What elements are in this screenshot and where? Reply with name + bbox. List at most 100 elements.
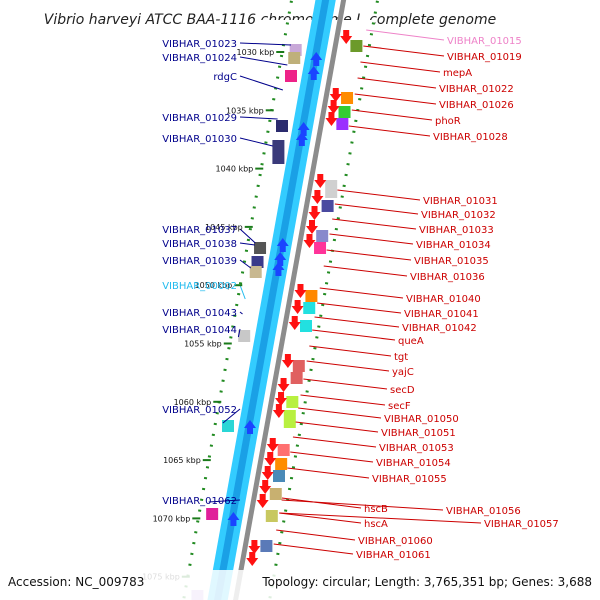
reverse-gene-block	[316, 230, 329, 242]
right-gene-label: VIBHAR_01028	[433, 132, 508, 143]
reverse-arrow	[325, 112, 338, 126]
forward-gene-block	[254, 242, 267, 254]
reverse-arrow	[246, 552, 259, 566]
left-gene-label: rdgC	[213, 72, 237, 83]
tick-label: 1055 kbp	[184, 340, 222, 349]
left-gene-label: VIBHAR_01030	[162, 134, 237, 145]
leader-line	[309, 345, 392, 357]
leader-line	[354, 93, 437, 105]
right-gene-label: yajC	[392, 367, 414, 378]
left-gene-label: VIBHAR_01044	[162, 325, 237, 336]
leader-line	[317, 302, 402, 314]
leader-line	[306, 360, 390, 372]
left-gene-label: VIBHAR_01052	[162, 405, 237, 416]
reverse-gene-block	[314, 242, 327, 254]
leader-line	[366, 29, 445, 41]
leader-line	[279, 512, 482, 524]
left-gene-label: VIBHAR_01039	[162, 256, 237, 267]
topology-summary: Topology: circular; Length: 3,765,351 bp…	[261, 575, 592, 589]
right-gene-label: VIBHAR_01022	[439, 84, 514, 95]
right-gene-label: mepA	[443, 68, 472, 79]
leader-line	[323, 265, 408, 277]
leader-line	[334, 203, 419, 215]
left-gene-label: VIBHAR_01029	[162, 113, 237, 124]
backbone-inner-band	[214, 0, 330, 600]
right-gene-label: VIBHAR_01034	[416, 240, 491, 251]
reverse-gene-block	[341, 92, 354, 104]
leader-line	[287, 467, 370, 479]
leader-line	[312, 329, 396, 341]
label-leader-lines	[208, 29, 482, 555]
right-gene-label: VIBHAR_01040	[406, 294, 481, 305]
reverse-gene-block	[305, 290, 318, 302]
leader-line	[276, 529, 356, 541]
forward-gene-block	[285, 70, 297, 82]
reverse-arrow	[281, 354, 294, 368]
reverse-arrow	[311, 190, 324, 204]
leader-line	[357, 77, 437, 89]
right-gene-label: hscB	[364, 504, 388, 515]
leader-line	[239, 259, 252, 269]
tick-label: 1050 kbp	[195, 281, 233, 290]
reverse-arrow	[248, 540, 261, 554]
reverse-gene-block	[336, 118, 349, 130]
right-gene-label: VIBHAR_01015	[447, 36, 522, 47]
reverse-gene-block	[269, 488, 282, 500]
leader-line	[239, 42, 291, 46]
forward-gene-block	[288, 52, 301, 64]
leader-line	[208, 499, 241, 503]
leader-line	[222, 408, 241, 424]
leader-line	[239, 311, 243, 315]
leader-line	[303, 378, 388, 390]
right-gene-label: secD	[390, 385, 415, 396]
reverse-gene-block	[292, 360, 305, 372]
left-gene-label: VIBHAR_01038	[162, 239, 237, 250]
forward-gene-block	[206, 508, 219, 520]
reverse-gene-block	[273, 470, 285, 482]
right-gene-label: VIBHAR_01041	[404, 309, 479, 320]
reverse-arrow	[291, 300, 304, 314]
right-gene-label: VIBHAR_01054	[376, 458, 451, 469]
leader-line	[239, 56, 288, 66]
leader-line	[332, 218, 417, 230]
left-gene-label: VIBHAR_00002	[162, 281, 237, 292]
forward-arrow	[276, 238, 289, 252]
right-gene-label: VIBHAR_01033	[419, 225, 494, 236]
right-gene-label: VIBHAR_01035	[414, 256, 489, 267]
right-gene-label: VIBHAR_01055	[372, 474, 447, 485]
right-gene-label: VIBHAR_01019	[447, 52, 522, 63]
tick-label: 1060 kbp	[174, 398, 212, 407]
forward-gene-block	[238, 330, 251, 342]
right-gene-labels: VIBHAR_01015 VIBHAR_01019 mepA VIBHAR_01022…	[356, 36, 559, 561]
leader-line	[351, 109, 433, 121]
leader-line	[300, 394, 386, 406]
leader-line	[237, 328, 241, 338]
forward-arrow	[272, 262, 285, 276]
reverse-arrow	[275, 392, 288, 406]
right-gene-label: VIBHAR_01051	[381, 428, 456, 439]
left-gene-label: VIBHAR_01024	[162, 53, 237, 64]
right-gene-label: VIBHAR_01053	[379, 443, 454, 454]
reverse-arrow	[261, 466, 274, 480]
reverse-gene-block	[300, 320, 312, 332]
leader-line	[281, 497, 362, 509]
reverse-gene-block	[275, 458, 288, 470]
leader-line	[298, 407, 382, 419]
reverse-arrow	[259, 480, 272, 494]
reverse-gene-block	[321, 200, 334, 212]
leader-line	[239, 284, 246, 300]
right-gene-label: VIBHAR_01042	[402, 323, 477, 334]
reverse-gene-block	[283, 410, 296, 428]
right-gene-label: VIBHAR_01026	[439, 100, 514, 111]
accession-text: Accession: NC_009783	[8, 575, 144, 589]
reverse-arrow	[266, 438, 279, 452]
right-gene-label: VIBHAR_01050	[384, 414, 459, 425]
right-gene-label: VIBHAR_01061	[356, 550, 431, 561]
reverse-gene-block	[265, 510, 278, 522]
tick-label: 1040 kbp	[216, 165, 254, 174]
reverse-arrow	[308, 206, 321, 220]
right-gene-label: VIBHAR_01060	[358, 536, 433, 547]
forward-arrow	[227, 512, 240, 526]
forward-arrow	[310, 52, 323, 66]
